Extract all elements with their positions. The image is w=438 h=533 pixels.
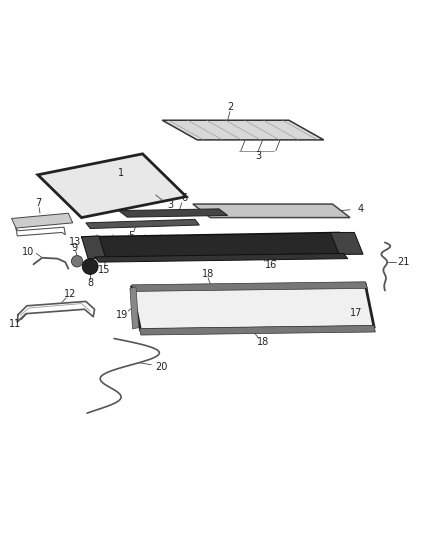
Text: 2: 2 bbox=[227, 102, 233, 112]
Polygon shape bbox=[95, 253, 348, 262]
Text: 5: 5 bbox=[128, 231, 135, 241]
Text: 17: 17 bbox=[350, 308, 363, 318]
Text: 10: 10 bbox=[21, 247, 34, 257]
Circle shape bbox=[71, 256, 83, 267]
Circle shape bbox=[82, 259, 98, 274]
Polygon shape bbox=[132, 282, 367, 292]
Text: 21: 21 bbox=[397, 257, 410, 267]
Text: 13: 13 bbox=[69, 238, 81, 247]
Polygon shape bbox=[130, 287, 139, 329]
Text: 6: 6 bbox=[181, 193, 187, 204]
Text: 19: 19 bbox=[116, 310, 128, 319]
Polygon shape bbox=[81, 236, 106, 259]
Polygon shape bbox=[81, 232, 357, 258]
Text: 16: 16 bbox=[265, 260, 278, 270]
Text: 7: 7 bbox=[35, 198, 41, 208]
Text: 15: 15 bbox=[344, 243, 356, 253]
Text: 3: 3 bbox=[167, 200, 173, 211]
Text: 11: 11 bbox=[9, 319, 21, 329]
Polygon shape bbox=[330, 232, 363, 254]
Polygon shape bbox=[12, 213, 73, 228]
Polygon shape bbox=[162, 120, 324, 140]
Text: 15: 15 bbox=[99, 265, 111, 276]
Text: 20: 20 bbox=[155, 362, 168, 372]
Text: 12: 12 bbox=[64, 289, 76, 300]
Text: 3: 3 bbox=[255, 151, 261, 161]
Text: 18: 18 bbox=[257, 337, 269, 346]
Polygon shape bbox=[86, 220, 199, 229]
Text: 18: 18 bbox=[202, 269, 214, 279]
Polygon shape bbox=[38, 154, 186, 217]
Polygon shape bbox=[132, 284, 374, 330]
Text: 9: 9 bbox=[71, 243, 77, 253]
Text: 4: 4 bbox=[358, 204, 364, 214]
Polygon shape bbox=[193, 204, 350, 217]
Text: 1: 1 bbox=[118, 168, 124, 177]
Text: 8: 8 bbox=[87, 278, 93, 288]
Polygon shape bbox=[140, 326, 375, 335]
Polygon shape bbox=[119, 209, 228, 217]
